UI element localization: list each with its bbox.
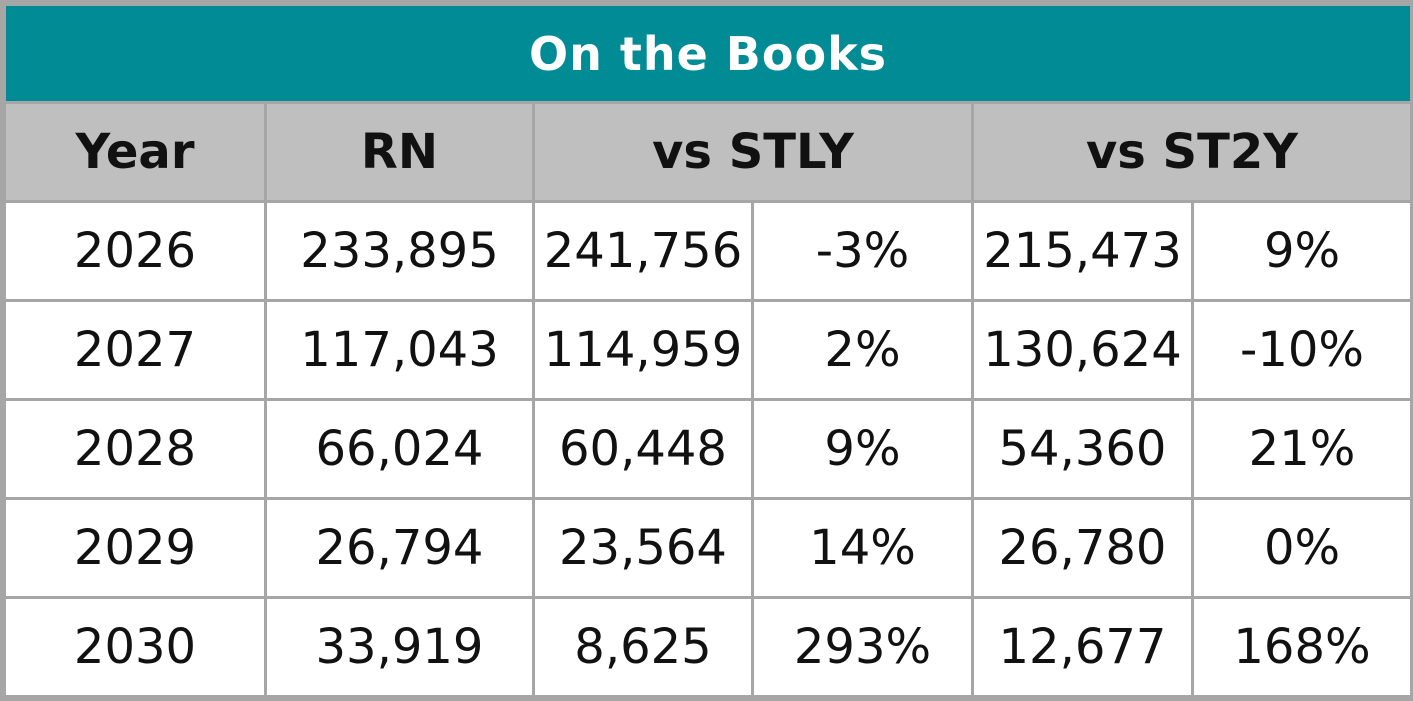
cell-st2y: 12,677 bbox=[971, 596, 1194, 698]
cell-rn: 26,794 bbox=[264, 497, 535, 599]
table-row: 2030 33,919 8,625 293% 12,677 168% bbox=[3, 596, 1413, 698]
cell-st2y: 26,780 bbox=[971, 497, 1194, 599]
cell-st2y: 215,473 bbox=[971, 200, 1194, 302]
header-rn: RN bbox=[264, 101, 535, 203]
cell-rn: 117,043 bbox=[264, 299, 535, 401]
table-row: 2027 117,043 114,959 2% 130,624 -10% bbox=[3, 299, 1413, 401]
cell-stly-pct: -3% bbox=[751, 200, 974, 302]
table-row: 2028 66,024 60,448 9% 54,360 21% bbox=[3, 398, 1413, 500]
cell-year: 2030 bbox=[3, 596, 267, 698]
cell-st2y-pct: 168% bbox=[1190, 596, 1413, 698]
header-vs-stly: vs STLY bbox=[532, 101, 974, 203]
cell-st2y-pct: 21% bbox=[1190, 398, 1413, 500]
table-row: 2026 233,895 241,756 -3% 215,473 9% bbox=[3, 200, 1413, 302]
cell-st2y-pct: -10% bbox=[1190, 299, 1413, 401]
cell-st2y-pct: 0% bbox=[1190, 497, 1413, 599]
table-row: 2029 26,794 23,564 14% 26,780 0% bbox=[3, 497, 1413, 599]
cell-stly-pct: 293% bbox=[751, 596, 974, 698]
cell-stly: 8,625 bbox=[532, 596, 754, 698]
cell-year: 2029 bbox=[3, 497, 267, 599]
cell-stly-pct: 9% bbox=[751, 398, 974, 500]
cell-stly-pct: 2% bbox=[751, 299, 974, 401]
cell-stly-pct: 14% bbox=[751, 497, 974, 599]
data-table: On the Books Year RN vs STLY vs ST2Y 202… bbox=[2, 3, 1413, 698]
header-year: Year bbox=[3, 101, 267, 203]
cell-stly: 23,564 bbox=[532, 497, 754, 599]
cell-stly: 60,448 bbox=[532, 398, 754, 500]
cell-st2y-pct: 9% bbox=[1190, 200, 1413, 302]
title-row: On the Books bbox=[2, 3, 1413, 104]
cell-stly: 241,756 bbox=[532, 200, 754, 302]
cell-year: 2028 bbox=[3, 398, 267, 500]
cell-rn: 233,895 bbox=[264, 200, 535, 302]
cell-rn: 66,024 bbox=[264, 398, 535, 500]
table-title: On the Books bbox=[2, 3, 1413, 104]
header-row: Year RN vs STLY vs ST2Y bbox=[3, 101, 1413, 203]
cell-st2y: 130,624 bbox=[971, 299, 1194, 401]
cell-year: 2027 bbox=[3, 299, 267, 401]
header-vs-st2y: vs ST2Y bbox=[970, 101, 1413, 203]
cell-rn: 33,919 bbox=[264, 596, 535, 698]
cell-st2y: 54,360 bbox=[971, 398, 1194, 500]
cell-year: 2026 bbox=[3, 200, 267, 302]
cell-stly: 114,959 bbox=[532, 299, 754, 401]
